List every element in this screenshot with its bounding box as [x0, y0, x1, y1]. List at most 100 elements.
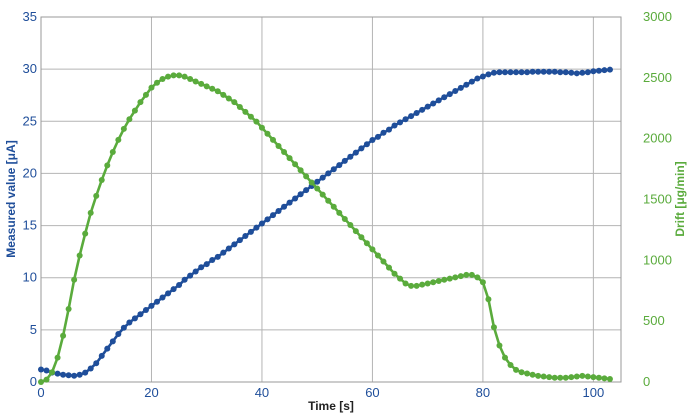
measured-value-series-point: [551, 68, 558, 75]
drift-series-point: [71, 276, 78, 283]
drift-series-point: [601, 375, 608, 382]
drift-series-point: [452, 274, 459, 281]
measured-value-series-point: [347, 153, 354, 160]
right-y-tick-label: 0: [643, 374, 650, 389]
measured-value-series-point: [270, 212, 276, 219]
right-y-tick-label: 500: [643, 313, 665, 328]
drift-series-point: [413, 282, 420, 289]
measured-value-series-point: [104, 345, 111, 352]
measured-value-series-point: [109, 338, 116, 345]
drift-series-point: [281, 149, 288, 156]
drift-series-point: [336, 209, 343, 216]
left-y-tick-label: 10: [23, 270, 37, 285]
measured-value-series-point: [513, 69, 520, 76]
drift-series-point: [142, 91, 149, 98]
measured-value-series-point: [325, 170, 332, 177]
measured-value-series-point: [502, 69, 508, 76]
drift-series-point: [457, 273, 464, 280]
measured-value-series-point: [424, 103, 431, 110]
left-axis-title: Measured value [μA]: [4, 140, 18, 257]
measured-value-series-point: [209, 256, 216, 263]
measured-value-series-point: [165, 290, 172, 297]
measured-value-series-point: [430, 100, 437, 107]
left-y-tick-label: 15: [23, 218, 37, 233]
drift-series-point: [352, 228, 359, 235]
drift-series-point: [535, 372, 542, 379]
measured-value-series-point: [142, 307, 149, 314]
measured-value-series-point: [275, 207, 282, 214]
measured-value-series-point: [214, 253, 221, 260]
drift-series-point: [115, 136, 122, 143]
measured-value-series-point: [76, 371, 83, 378]
measured-value-series-point: [192, 268, 199, 275]
measured-value-series-point: [380, 129, 387, 136]
drift-series-point: [424, 280, 431, 287]
drift-series-point: [606, 375, 613, 382]
measured-value-series-point: [203, 261, 210, 268]
measured-value-series-point: [358, 145, 365, 152]
drift-series-point: [247, 113, 254, 120]
measured-value-series-point: [452, 88, 459, 95]
drift-series-point: [590, 374, 597, 381]
drift-series-point: [137, 99, 144, 106]
measured-value-series-point: [419, 106, 426, 113]
measured-value-series-point: [154, 298, 160, 305]
x-tick-label: 100: [583, 385, 605, 400]
measured-value-series-point: [319, 174, 326, 181]
drift-series-point: [187, 76, 194, 83]
plot-frame: [40, 16, 622, 383]
measured-value-series-point: [159, 294, 166, 301]
drift-series-point: [214, 88, 221, 95]
left-y-tick-label: 35: [23, 9, 37, 24]
measured-value-series-point: [463, 81, 470, 88]
drift-series-point: [275, 142, 282, 149]
drift-series-point: [93, 192, 100, 199]
drift-series-point: [369, 246, 376, 253]
measured-value-series-point: [474, 75, 481, 82]
drift-series-point: [446, 275, 453, 282]
measured-value-series-point: [490, 69, 497, 76]
measured-value-series-point: [131, 315, 138, 322]
measured-value-series-point: [479, 73, 486, 80]
drift-series-point: [319, 191, 326, 198]
x-axis-title: Time [s]: [308, 399, 354, 413]
drift-series-point: [65, 306, 72, 312]
drift-series-point: [220, 91, 227, 98]
drift-series-point: [568, 374, 575, 381]
drift-series-point: [496, 342, 503, 349]
drift-series-point: [490, 324, 497, 331]
drift-series-point: [82, 230, 89, 237]
drift-series-point: [584, 373, 591, 380]
measured-value-series-point: [60, 371, 67, 378]
measured-value-series-point: [590, 68, 597, 75]
drift-series-point: [54, 354, 61, 361]
measured-value-series-point: [535, 68, 542, 75]
measured-value-series-point: [242, 233, 249, 239]
measured-value-series-point: [137, 311, 144, 318]
measured-value-series-point: [187, 272, 194, 279]
drift-series-point: [43, 376, 50, 383]
drift-series-point: [76, 252, 83, 259]
measured-value-series-point: [82, 369, 89, 376]
drift-series-point: [270, 136, 276, 143]
measured-value-series-point: [281, 203, 288, 210]
drift-series-point: [347, 222, 354, 229]
drift-series-point: [131, 107, 138, 114]
left-y-tick-label: 5: [30, 322, 37, 337]
right-y-tick-label: 3000: [643, 9, 672, 24]
measured-value-series-point: [496, 69, 503, 76]
left-y-tick-label: 0: [30, 374, 37, 389]
x-tick-label: 20: [144, 385, 158, 400]
measured-value-series-point: [220, 249, 227, 256]
drift-series-point: [386, 264, 392, 271]
x-tick-label: 80: [476, 385, 490, 400]
measured-value-series-point: [568, 69, 575, 76]
drift-series-point: [557, 374, 564, 381]
measured-value-series-point: [303, 187, 310, 194]
measured-value-series-point: [363, 141, 370, 148]
measured-value-series-point: [126, 319, 133, 326]
right-y-tick-label: 1500: [643, 192, 672, 207]
drift-series-point: [98, 177, 105, 184]
